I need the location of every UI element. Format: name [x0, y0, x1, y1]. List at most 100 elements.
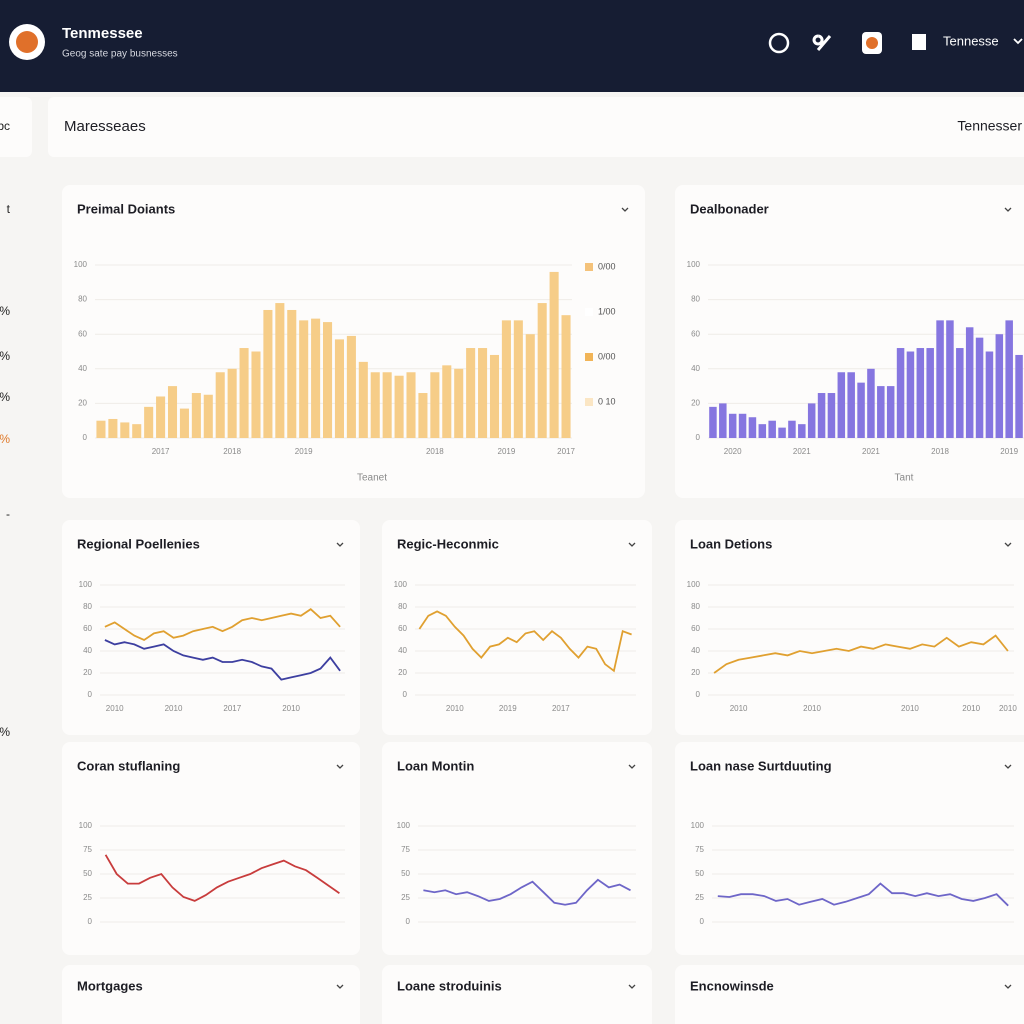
- y-tick-label: 25: [83, 893, 92, 902]
- bar: [719, 403, 727, 438]
- bar: [906, 351, 915, 438]
- bar: [382, 372, 392, 438]
- panel-chevron[interactable]: [1004, 764, 1012, 769]
- bar: [430, 372, 440, 438]
- sidebar-item[interactable]: bc: [0, 119, 10, 133]
- x-tick-label: 2019: [498, 447, 516, 456]
- bar: [778, 427, 786, 438]
- y-tick-label: 100: [394, 580, 408, 589]
- panel-chevron[interactable]: [1004, 542, 1012, 547]
- y-tick-label: 40: [78, 364, 87, 373]
- y-tick-label: 60: [691, 329, 700, 338]
- bar: [466, 348, 476, 438]
- y-tick-label: 40: [691, 364, 700, 373]
- y-tick-label: 75: [695, 845, 704, 854]
- bar: [156, 396, 166, 438]
- doc-icon[interactable]: [912, 34, 926, 50]
- y-tick-label: 60: [78, 329, 87, 338]
- bar: [965, 327, 974, 438]
- sidebar-item[interactable]: %: [0, 304, 10, 318]
- bar: [239, 348, 249, 438]
- bar: [837, 372, 846, 438]
- side-card: [0, 97, 32, 157]
- bar: [946, 320, 954, 438]
- x-tick-label: 2010: [901, 704, 919, 713]
- sidebar-item[interactable]: -: [6, 507, 10, 521]
- y-tick-label: 0: [696, 433, 701, 442]
- y-tick-label: 0: [696, 690, 701, 699]
- app-title: Tenmessee: [62, 25, 143, 42]
- sidebar-item[interactable]: %: [0, 725, 10, 739]
- y-tick-label: 50: [695, 869, 704, 878]
- x-tick-label: 2020: [724, 447, 742, 456]
- line-series: [104, 639, 341, 681]
- x-axis-label: Tant: [895, 473, 914, 484]
- line-series: [717, 882, 1009, 907]
- x-tick-label: 2017: [223, 704, 241, 713]
- panel-chevron[interactable]: [1004, 207, 1012, 212]
- legend-swatch: [585, 353, 593, 361]
- panel-chevron[interactable]: [336, 764, 344, 769]
- bar: [167, 386, 178, 438]
- panel-chevron[interactable]: [628, 984, 636, 989]
- sidebar-item[interactable]: %: [0, 349, 10, 363]
- y-tick-label: 80: [78, 295, 87, 304]
- bar: [857, 382, 865, 438]
- bar: [478, 348, 488, 438]
- bar: [489, 354, 500, 438]
- y-tick-label: 80: [691, 602, 700, 611]
- y-tick-label: 0: [403, 690, 408, 699]
- x-tick-label: 2021: [862, 447, 880, 456]
- x-tick-label: 2018: [223, 447, 241, 456]
- bar: [120, 422, 130, 438]
- bar: [96, 420, 106, 438]
- line-series: [423, 878, 631, 906]
- sidebar-item[interactable]: %: [0, 390, 10, 404]
- bar: [549, 271, 559, 438]
- panel-chevron[interactable]: [628, 764, 636, 769]
- panel-chevron[interactable]: [336, 984, 344, 989]
- share-icon[interactable]: [812, 34, 832, 51]
- panel-chevron[interactable]: [621, 207, 629, 212]
- bar: [975, 337, 984, 438]
- y-tick-label: 100: [687, 260, 701, 269]
- toolbar-right[interactable]: Tennesser: [957, 118, 1022, 134]
- bar: [807, 403, 816, 438]
- x-tick-label: 2019: [1000, 447, 1018, 456]
- x-tick-label: 2019: [295, 447, 313, 456]
- user-name[interactable]: Tennesse: [943, 33, 999, 48]
- y-tick-label: 0: [88, 690, 93, 699]
- search-icon[interactable]: [768, 32, 790, 54]
- sidebar-item[interactable]: %: [0, 432, 10, 446]
- y-tick-label: 60: [398, 624, 407, 633]
- panel: [382, 965, 652, 1024]
- bar: [847, 372, 855, 438]
- panel-title: Regional Poellenies: [77, 536, 200, 551]
- panel-title: Loan Detions: [690, 536, 772, 551]
- bar: [995, 334, 1004, 438]
- y-tick-label: 0: [700, 917, 705, 926]
- bar: [132, 424, 142, 438]
- top-bar: [0, 0, 1024, 92]
- bar: [1015, 354, 1023, 438]
- x-tick-label: 2021: [793, 447, 811, 456]
- avatar-face: [866, 37, 878, 49]
- user-chevron[interactable]: [1013, 38, 1023, 45]
- legend-label: 0/00: [598, 261, 616, 271]
- y-tick-label: 100: [687, 580, 701, 589]
- bar: [442, 365, 452, 438]
- x-tick-label: 2019: [499, 704, 517, 713]
- panel: [382, 520, 652, 735]
- panel: [62, 742, 360, 955]
- panel: [675, 965, 1024, 1024]
- panel-chevron[interactable]: [336, 542, 344, 547]
- bar: [525, 334, 535, 438]
- bar: [346, 335, 356, 438]
- y-tick-label: 75: [401, 845, 410, 854]
- panel-chevron[interactable]: [1004, 984, 1012, 989]
- panel-chevron[interactable]: [628, 542, 636, 547]
- sidebar-item[interactable]: t: [7, 202, 11, 216]
- bar: [227, 368, 237, 438]
- legend-swatch: [585, 398, 593, 406]
